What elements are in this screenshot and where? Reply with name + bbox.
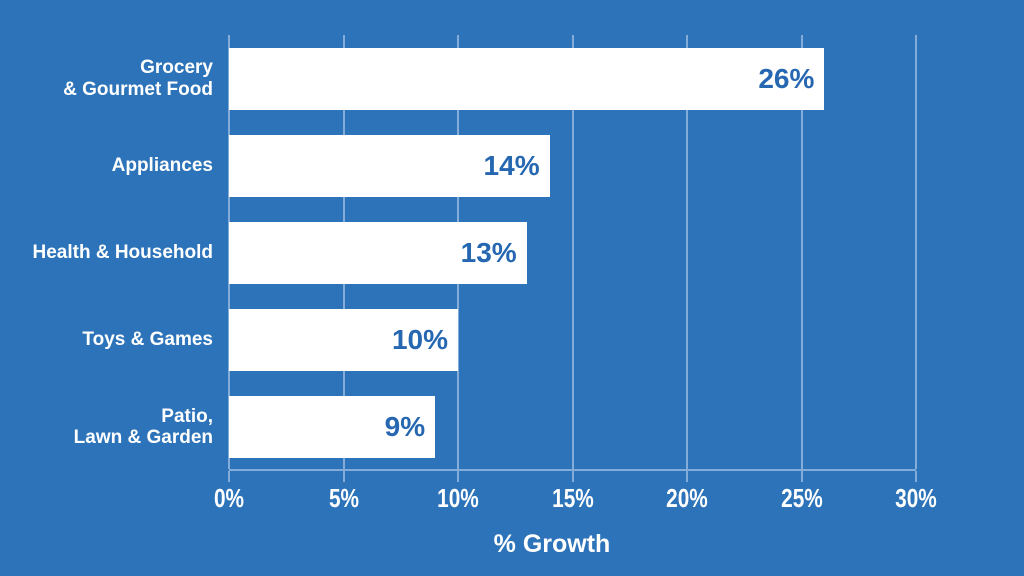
bar: 9% xyxy=(229,396,436,459)
x-tick-label: 25% xyxy=(780,483,823,513)
bar: 14% xyxy=(229,134,550,197)
axis-tick xyxy=(457,471,459,482)
x-tick-label: 10% xyxy=(437,483,479,513)
gridline xyxy=(915,35,917,469)
category-label: Toys & Games xyxy=(82,329,213,351)
bar-value-label: 10% xyxy=(391,324,448,356)
x-tick-label: 5% xyxy=(328,483,359,513)
bar-value-label: 13% xyxy=(460,237,517,268)
axis-tick xyxy=(686,471,688,482)
bar-value-label: 26% xyxy=(758,62,815,94)
bar: 26% xyxy=(229,47,825,110)
x-tick-label: 20% xyxy=(666,483,708,513)
category-label: Patio, Lawn & Garden xyxy=(73,405,213,449)
axis-tick xyxy=(342,471,345,482)
gridline xyxy=(571,35,574,469)
gridline xyxy=(686,35,688,469)
category-label: Appliances xyxy=(111,154,213,176)
axis-tick xyxy=(228,471,230,482)
x-tick-label: 30% xyxy=(895,483,937,513)
bar-value-label: 14% xyxy=(483,149,540,181)
x-axis-title: % Growth xyxy=(493,530,611,558)
bar: 10% xyxy=(229,309,458,372)
x-tick-label: 15% xyxy=(551,483,594,513)
axis-tick xyxy=(800,471,803,482)
gridline xyxy=(800,35,803,469)
category-label: Health & Household xyxy=(32,242,213,264)
category-label: Grocery & Gourmet Food xyxy=(63,56,213,100)
axis-tick xyxy=(915,471,917,482)
bar-value-label: 9% xyxy=(384,411,426,443)
x-tick-label: 0% xyxy=(213,483,245,513)
axis-tick xyxy=(571,471,574,482)
x-axis-line xyxy=(229,469,916,471)
bar: 13% xyxy=(229,222,527,284)
